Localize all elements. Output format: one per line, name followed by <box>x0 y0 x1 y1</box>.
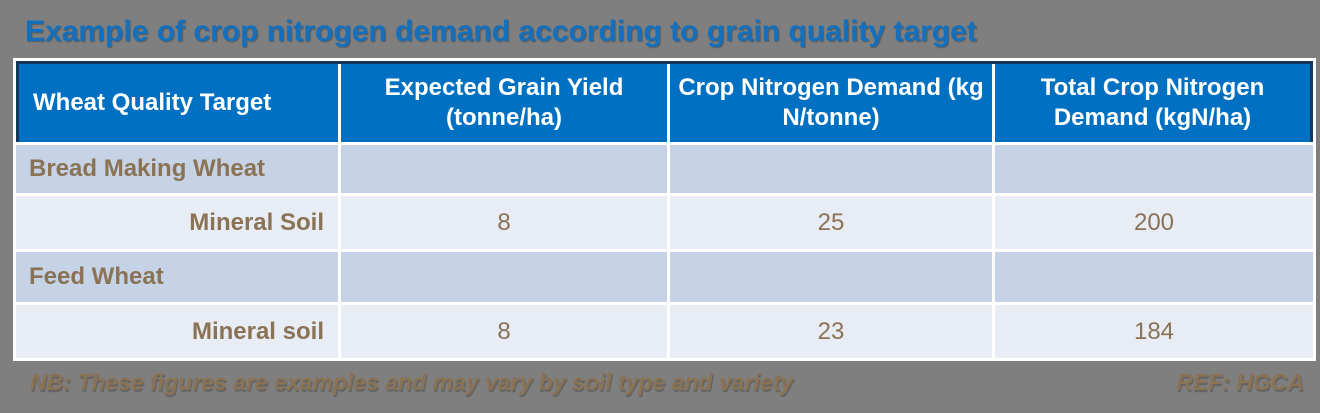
table-row-category-label: Bread Making Wheat <box>16 145 338 193</box>
table-cell-n-demand-per-tonne: 25 <box>670 196 992 249</box>
table-row-soil-label: Mineral soil <box>16 305 338 358</box>
column-header-expected-grain-yield: Expected Grain Yield (tonne/ha) <box>341 64 667 142</box>
table-cell-empty <box>995 145 1313 193</box>
table-row-soil-label: Mineral Soil <box>16 196 338 249</box>
footer: NB: These figures are examples and may v… <box>30 369 1304 396</box>
table-cell-empty <box>670 145 992 193</box>
column-header-crop-nitrogen-demand: Crop Nitrogen Demand (kg N/tonne) <box>670 64 992 142</box>
table-body: Bread Making Wheat Mineral Soil 8 25 200… <box>16 145 1313 358</box>
table-cell-empty <box>670 252 992 302</box>
table-cell-empty <box>341 145 667 193</box>
table-cell-n-demand-per-tonne: 23 <box>670 305 992 358</box>
footer-reference: REF: HGCA <box>1176 369 1304 395</box>
column-header-total-crop-nitrogen-demand: Total Crop Nitrogen Demand (kgN/ha) <box>995 64 1310 142</box>
table-cell-empty <box>341 252 667 302</box>
column-header-wheat-quality-target: Wheat Quality Target <box>19 64 338 142</box>
table-header-row: Wheat Quality Target Expected Grain Yiel… <box>16 61 1313 142</box>
page-title: Example of crop nitrogen demand accordin… <box>25 15 977 48</box>
nitrogen-demand-table: Wheat Quality Target Expected Grain Yiel… <box>13 58 1316 361</box>
table-cell-yield: 8 <box>341 196 667 249</box>
table-cell-total-n-demand: 200 <box>995 196 1313 249</box>
table-row-category-label: Feed Wheat <box>16 252 338 302</box>
table-cell-empty <box>995 252 1313 302</box>
table-cell-total-n-demand: 184 <box>995 305 1313 358</box>
table-cell-yield: 8 <box>341 305 667 358</box>
footer-note: NB: These figures are examples and may v… <box>30 369 794 395</box>
table-header-grid: Wheat Quality Target Expected Grain Yiel… <box>19 64 1310 142</box>
